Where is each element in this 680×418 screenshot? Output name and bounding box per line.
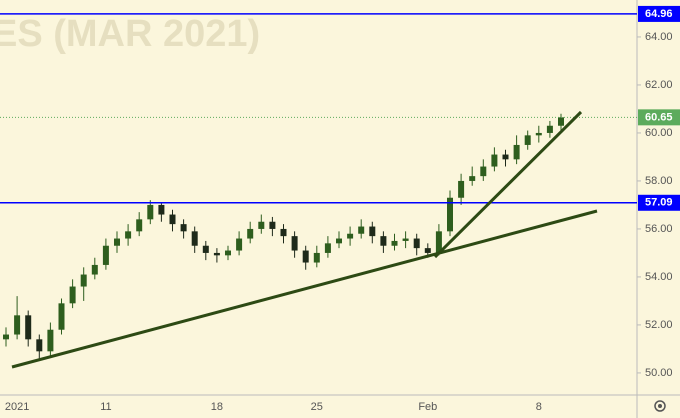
y-tick-label: 56.00 <box>645 223 673 235</box>
y-tick-label: 54.00 <box>645 271 673 283</box>
price-tag-label: 57.09 <box>645 197 673 209</box>
candle-body <box>313 252 320 263</box>
settings-icon[interactable] <box>654 400 666 412</box>
watermark: ES (MAR 2021) <box>0 13 260 55</box>
candle-body <box>402 238 409 241</box>
candle-body <box>36 339 43 352</box>
price-tag <box>638 194 680 211</box>
candle-body <box>480 166 487 177</box>
gear[interactable] <box>654 400 666 412</box>
candle-body <box>25 315 32 340</box>
candle-body <box>258 221 265 229</box>
plot <box>0 13 637 361</box>
candle-body <box>513 144 520 160</box>
candle-body <box>236 238 243 251</box>
trend-line <box>433 110 583 259</box>
x-tick-label: 2021 <box>5 401 29 413</box>
x-tick-label: 11 <box>100 401 111 413</box>
candle-body <box>413 238 420 249</box>
last-price-label: 60.65 <box>645 111 673 123</box>
candle-body <box>424 248 431 253</box>
price-tag-label: 64.96 <box>645 8 673 20</box>
candle-body <box>324 243 331 253</box>
x-tick-label: 18 <box>211 401 223 413</box>
candle-body <box>458 180 465 198</box>
y-tick-label: 64.00 <box>645 31 673 43</box>
x-tick-label: 8 <box>536 401 542 413</box>
candle-body <box>336 238 342 244</box>
candle-body <box>114 238 120 246</box>
candle-body <box>191 231 198 246</box>
candle-body <box>269 221 276 229</box>
candle-body <box>3 334 9 340</box>
candle-body <box>358 226 365 234</box>
candle-body <box>136 219 143 232</box>
gear-hub[interactable] <box>658 404 662 408</box>
candle-body <box>202 245 209 253</box>
y-tick-label: 58.00 <box>645 175 673 187</box>
candle-body <box>180 224 187 232</box>
candle-body <box>225 250 231 256</box>
candle-body <box>524 135 531 145</box>
candle-body <box>280 228 287 237</box>
y-tick-label: 62.00 <box>645 79 673 91</box>
candle-body <box>69 286 76 304</box>
candle-body <box>546 125 553 133</box>
candle-body <box>102 245 109 265</box>
x-tick-label: Feb <box>418 401 437 413</box>
candle-body <box>302 250 309 263</box>
candle-body <box>58 303 65 330</box>
candle-body <box>125 231 132 239</box>
candle-body <box>347 233 354 239</box>
candle-body <box>158 204 165 215</box>
candle-body <box>369 226 376 237</box>
candle-body <box>502 154 509 160</box>
candle-body <box>535 132 542 136</box>
candle-body <box>491 154 498 167</box>
candle-body <box>558 117 564 126</box>
candle-body <box>14 315 21 335</box>
candle-body <box>47 329 54 352</box>
x-tick-label: 25 <box>311 401 323 413</box>
candle-body <box>469 176 476 181</box>
candle-body <box>291 236 298 251</box>
price-tag <box>638 5 680 22</box>
y-tick-label: 60.00 <box>645 127 673 139</box>
candle-body <box>380 236 387 246</box>
candle-body <box>91 264 98 275</box>
candle-body <box>447 197 453 232</box>
candle-body <box>213 252 220 256</box>
candle-body <box>247 228 254 239</box>
last-price-tag <box>638 109 680 126</box>
y-tick-label: 52.00 <box>645 319 673 331</box>
y-tick-label: 50.00 <box>645 367 673 379</box>
axis-labels: 50.00 52.00 54.00 56.00 58.00 60.00 62.00 64.00… <box>5 5 680 413</box>
candle-body <box>435 231 442 253</box>
candle-body <box>169 214 176 225</box>
candle-body <box>80 274 87 287</box>
candle-body <box>391 240 398 246</box>
candle-body <box>147 204 154 220</box>
trend-line <box>11 209 598 369</box>
